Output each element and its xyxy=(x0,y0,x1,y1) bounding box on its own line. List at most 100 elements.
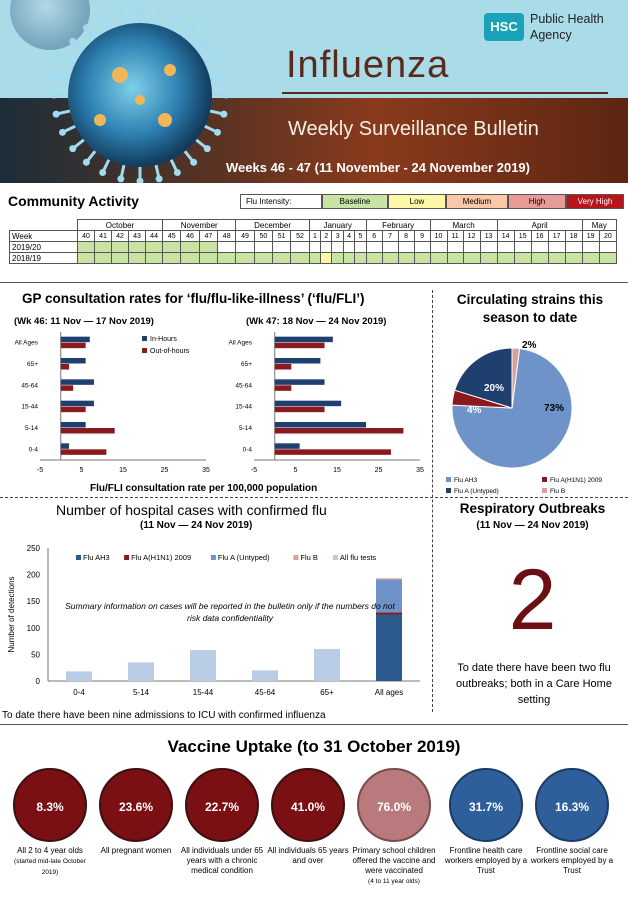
pie-data-label: 73% xyxy=(544,403,564,414)
legend-swatch xyxy=(332,555,338,560)
legend-swatch xyxy=(76,555,81,560)
strains-title: Circulating strains this season to date xyxy=(456,292,604,325)
activity-cell xyxy=(253,252,274,264)
vaccine-group-label: Primary school children offered the vacc… xyxy=(349,846,439,887)
activity-cell xyxy=(462,252,481,264)
virus-spike-tip xyxy=(203,145,211,153)
y-tick-label: 250 xyxy=(27,544,41,553)
category-label: 5-14 xyxy=(133,688,150,697)
category-label: All ages xyxy=(375,688,403,697)
week-number: 47 xyxy=(198,230,219,242)
bar-out-of-hours xyxy=(274,385,292,391)
legend-swatch xyxy=(142,348,147,353)
gp-week46-chart: -5 5 15 25 35 All Ages 65+ 45-64 15-44 5-14 0-4 In-… xyxy=(15,332,210,474)
week-number: 7 xyxy=(381,230,399,242)
legend-label: Flu A(H1N1) 2009 xyxy=(550,477,602,484)
pie-slice xyxy=(511,347,521,409)
vaccine-group-text: Frontline health care workers employed b… xyxy=(444,846,528,875)
activity-cell xyxy=(354,241,367,253)
x-tick-label: 15 xyxy=(333,467,341,474)
gp-wk47-title: (Wk 47: 18 Nov — 24 Nov 2019) xyxy=(246,316,387,327)
activity-cell xyxy=(598,241,618,253)
bar-out-of-hours xyxy=(60,428,115,434)
y-tick-label: 50 xyxy=(31,650,40,659)
activity-cell xyxy=(397,241,415,253)
confidentiality-note: Summary information on cases will be rep… xyxy=(65,601,395,623)
virus-spike-tip xyxy=(99,168,107,176)
bar-flu-a-h1n1-2009 xyxy=(376,612,402,615)
gp-wk46-title: (Wk 46: 11 Nov — 17 Nov 2019) xyxy=(14,316,154,327)
bar-flu-ah3 xyxy=(376,614,402,681)
activity-cell xyxy=(446,241,464,253)
bar-in-hours xyxy=(274,358,321,364)
page-title: Influenza xyxy=(286,44,450,86)
activity-cell xyxy=(413,252,431,264)
vaccine-group-label: All 2 to 4 year olds (started mid-late Oc… xyxy=(5,846,95,878)
activity-cell xyxy=(162,252,182,264)
week-number: 6 xyxy=(365,230,383,242)
hsc-logo: HSC xyxy=(484,13,524,41)
activity-cell xyxy=(598,252,618,264)
activity-cell xyxy=(320,252,333,264)
column-divider xyxy=(432,290,433,712)
season-label: 2019/20 xyxy=(9,241,78,253)
bar-in-hours xyxy=(60,443,70,449)
activity-cell xyxy=(397,252,415,264)
organisation-name: Public Health Agency xyxy=(530,11,604,43)
hospital-cases-chart: 0 50 100 150 200 250 Number of detections 0-4 5-… xyxy=(7,544,420,697)
activity-cell xyxy=(290,252,310,264)
y-tick-label: 100 xyxy=(27,624,41,633)
category-label: 65+ xyxy=(320,688,334,697)
bar-in-hours xyxy=(60,336,90,343)
week-number: 44 xyxy=(145,230,164,242)
week-number: 40 xyxy=(76,230,96,242)
activity-cell xyxy=(94,241,113,253)
x-tick-label: 35 xyxy=(416,467,424,474)
virus-spike-tip xyxy=(222,91,230,99)
activity-cell xyxy=(496,241,515,253)
week-number: 20 xyxy=(598,230,618,242)
bar-flu-b xyxy=(376,578,402,580)
week-number: 50 xyxy=(253,230,274,242)
section-divider xyxy=(0,724,628,725)
vaccine-uptake-value: 41.0% xyxy=(271,768,345,842)
legend-label: All flu tests xyxy=(340,553,377,562)
category-label: All Ages xyxy=(15,340,39,347)
category-label: 45-64 xyxy=(235,382,252,389)
legend-label: In-Hours xyxy=(150,336,177,343)
month-header: March xyxy=(429,219,498,231)
week-number: 15 xyxy=(513,230,532,242)
activity-cell xyxy=(145,252,164,264)
organisation-line-2: Agency xyxy=(530,28,572,42)
hospital-title: Number of hospital cases with confirmed … xyxy=(56,502,327,518)
bar-out-of-hours xyxy=(274,449,391,455)
category-label: 15-44 xyxy=(235,404,252,411)
vaccine-group-note: (4 to 11 year olds) xyxy=(368,878,420,885)
y-tick-label: 150 xyxy=(27,597,41,606)
vaccine-group-text: All 2 to 4 year olds xyxy=(17,846,83,855)
vaccine-group-text: All pregnant women xyxy=(100,846,172,855)
icu-admissions-text: To date there have been nine admissions … xyxy=(2,710,326,721)
activity-cell xyxy=(217,241,237,253)
intensity-legend-medium: Medium xyxy=(446,194,508,209)
bar-in-hours xyxy=(274,443,300,449)
vaccine-uptake-value: 16.3% xyxy=(535,768,609,842)
activity-cell xyxy=(513,241,532,253)
activity-cell xyxy=(342,252,356,264)
week-number: 12 xyxy=(462,230,481,242)
legend-label: Flu B xyxy=(550,488,565,495)
virus-spike-tip xyxy=(99,14,107,22)
week-number: 3 xyxy=(331,230,344,242)
title-underline xyxy=(282,92,608,94)
season-label: 2018/19 xyxy=(9,252,78,264)
virus-spike-tip xyxy=(173,168,181,176)
activity-cell xyxy=(581,252,600,264)
bar-out-of-hours xyxy=(274,428,404,434)
week-number: 1 xyxy=(308,230,322,242)
virus-spike-tip xyxy=(190,24,198,32)
flu-intensity-label: Flu Intensity: xyxy=(240,194,322,209)
week-number: 13 xyxy=(479,230,498,242)
activity-cell xyxy=(513,252,532,264)
x-tick-label: -5 xyxy=(251,467,257,474)
activity-cell xyxy=(564,252,583,264)
